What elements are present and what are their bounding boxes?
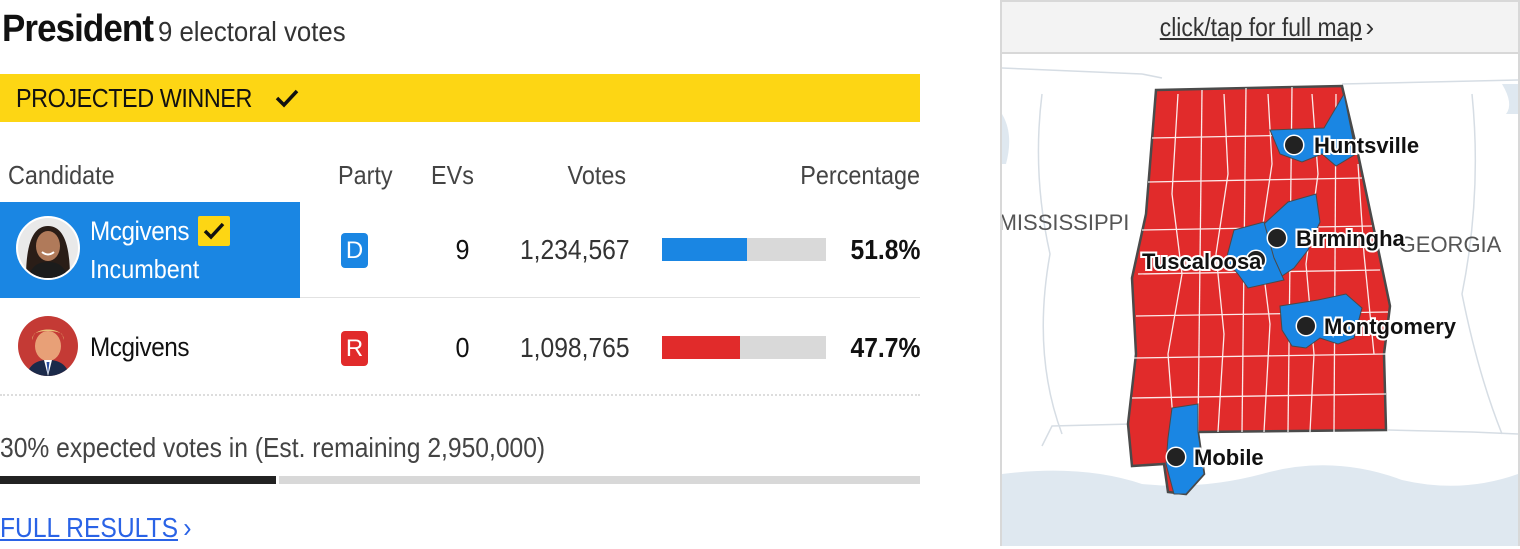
candidate-evs: 0 — [455, 332, 470, 363]
candidate-avatar — [16, 216, 80, 280]
column-header-evs: EVs — [431, 160, 474, 190]
candidate-evs: 9 — [455, 234, 470, 265]
full-map-label: click/tap for full map — [1159, 11, 1362, 42]
candidate-row: Mcgivens R 0 1,098,765 47.7% — [0, 300, 920, 396]
candidate-percentage: 51.8% — [850, 234, 920, 265]
chevron-right-icon: › — [183, 512, 192, 543]
party-badge-d: D — [341, 233, 368, 268]
city-label-tuscaloosa: Tuscaloosa — [1142, 249, 1262, 274]
full-results-label: FULL RESULTS — [0, 512, 179, 543]
vote-share-fill — [662, 336, 740, 359]
city-label-huntsville: Huntsville — [1314, 133, 1419, 158]
projected-winner-banner: PROJECTED WINNER — [0, 74, 920, 122]
city-label-montgomery: Montgomery — [1324, 314, 1457, 339]
city-label-birmingham: Birmingha — [1296, 226, 1406, 251]
candidate-avatar — [16, 314, 80, 378]
state-label-georgia: GEORGIA — [1399, 232, 1502, 257]
vote-share-bar — [662, 336, 826, 359]
progress-divider — [276, 476, 279, 484]
state-label-mississippi: MISSISSIPPI — [1002, 210, 1129, 235]
expected-votes-progress — [0, 476, 920, 484]
column-header-candidate: Candidate — [8, 160, 115, 190]
checkmark-icon — [274, 87, 300, 109]
full-map-link[interactable]: click/tap for full map › — [1002, 2, 1518, 54]
candidate-name: Mcgivens — [90, 216, 190, 246]
winner-check-icon — [198, 216, 230, 246]
full-results-link[interactable]: FULL RESULTS › — [0, 512, 191, 544]
candidate-name: Mcgivens — [90, 332, 190, 362]
candidate-cell: Mcgivens — [0, 300, 300, 396]
incumbent-label: Incumbent — [90, 254, 200, 284]
race-title: President — [2, 8, 154, 50]
map-panel[interactable]: click/tap for full map › — [1000, 0, 1520, 546]
state-map[interactable]: MISSISSIPPI GEORGIA Huntsville Birmingha… — [1002, 54, 1518, 546]
city-label-mobile: Mobile — [1194, 445, 1264, 470]
electoral-votes-label: 9 electoral votes — [158, 16, 346, 47]
column-header-votes: Votes — [567, 160, 626, 190]
column-header-percentage: Percentage — [800, 160, 920, 190]
candidate-votes: 1,234,567 — [520, 234, 630, 265]
vote-share-bar — [662, 238, 826, 261]
chevron-right-icon: › — [1365, 11, 1375, 42]
results-panel: President 9 electoral votes PROJECTED WI… — [0, 8, 920, 544]
party-badge-r: R — [341, 331, 368, 366]
projected-winner-label: PROJECTED WINNER — [16, 82, 252, 113]
race-header: President 9 electoral votes — [2, 8, 362, 60]
candidate-votes: 1,098,765 — [520, 332, 630, 363]
candidate-cell: Mcgivens Incumbent — [0, 202, 300, 298]
candidate-row: Mcgivens Incumbent D 9 1,234,567 51.8% — [0, 202, 920, 298]
expected-votes-text: 30% expected votes in (Est. remaining 2,… — [0, 432, 546, 463]
expected-votes-progress-fill — [0, 476, 276, 484]
vote-share-fill — [662, 238, 747, 261]
candidate-percentage: 47.7% — [850, 332, 920, 363]
column-header-party: Party — [338, 160, 393, 190]
